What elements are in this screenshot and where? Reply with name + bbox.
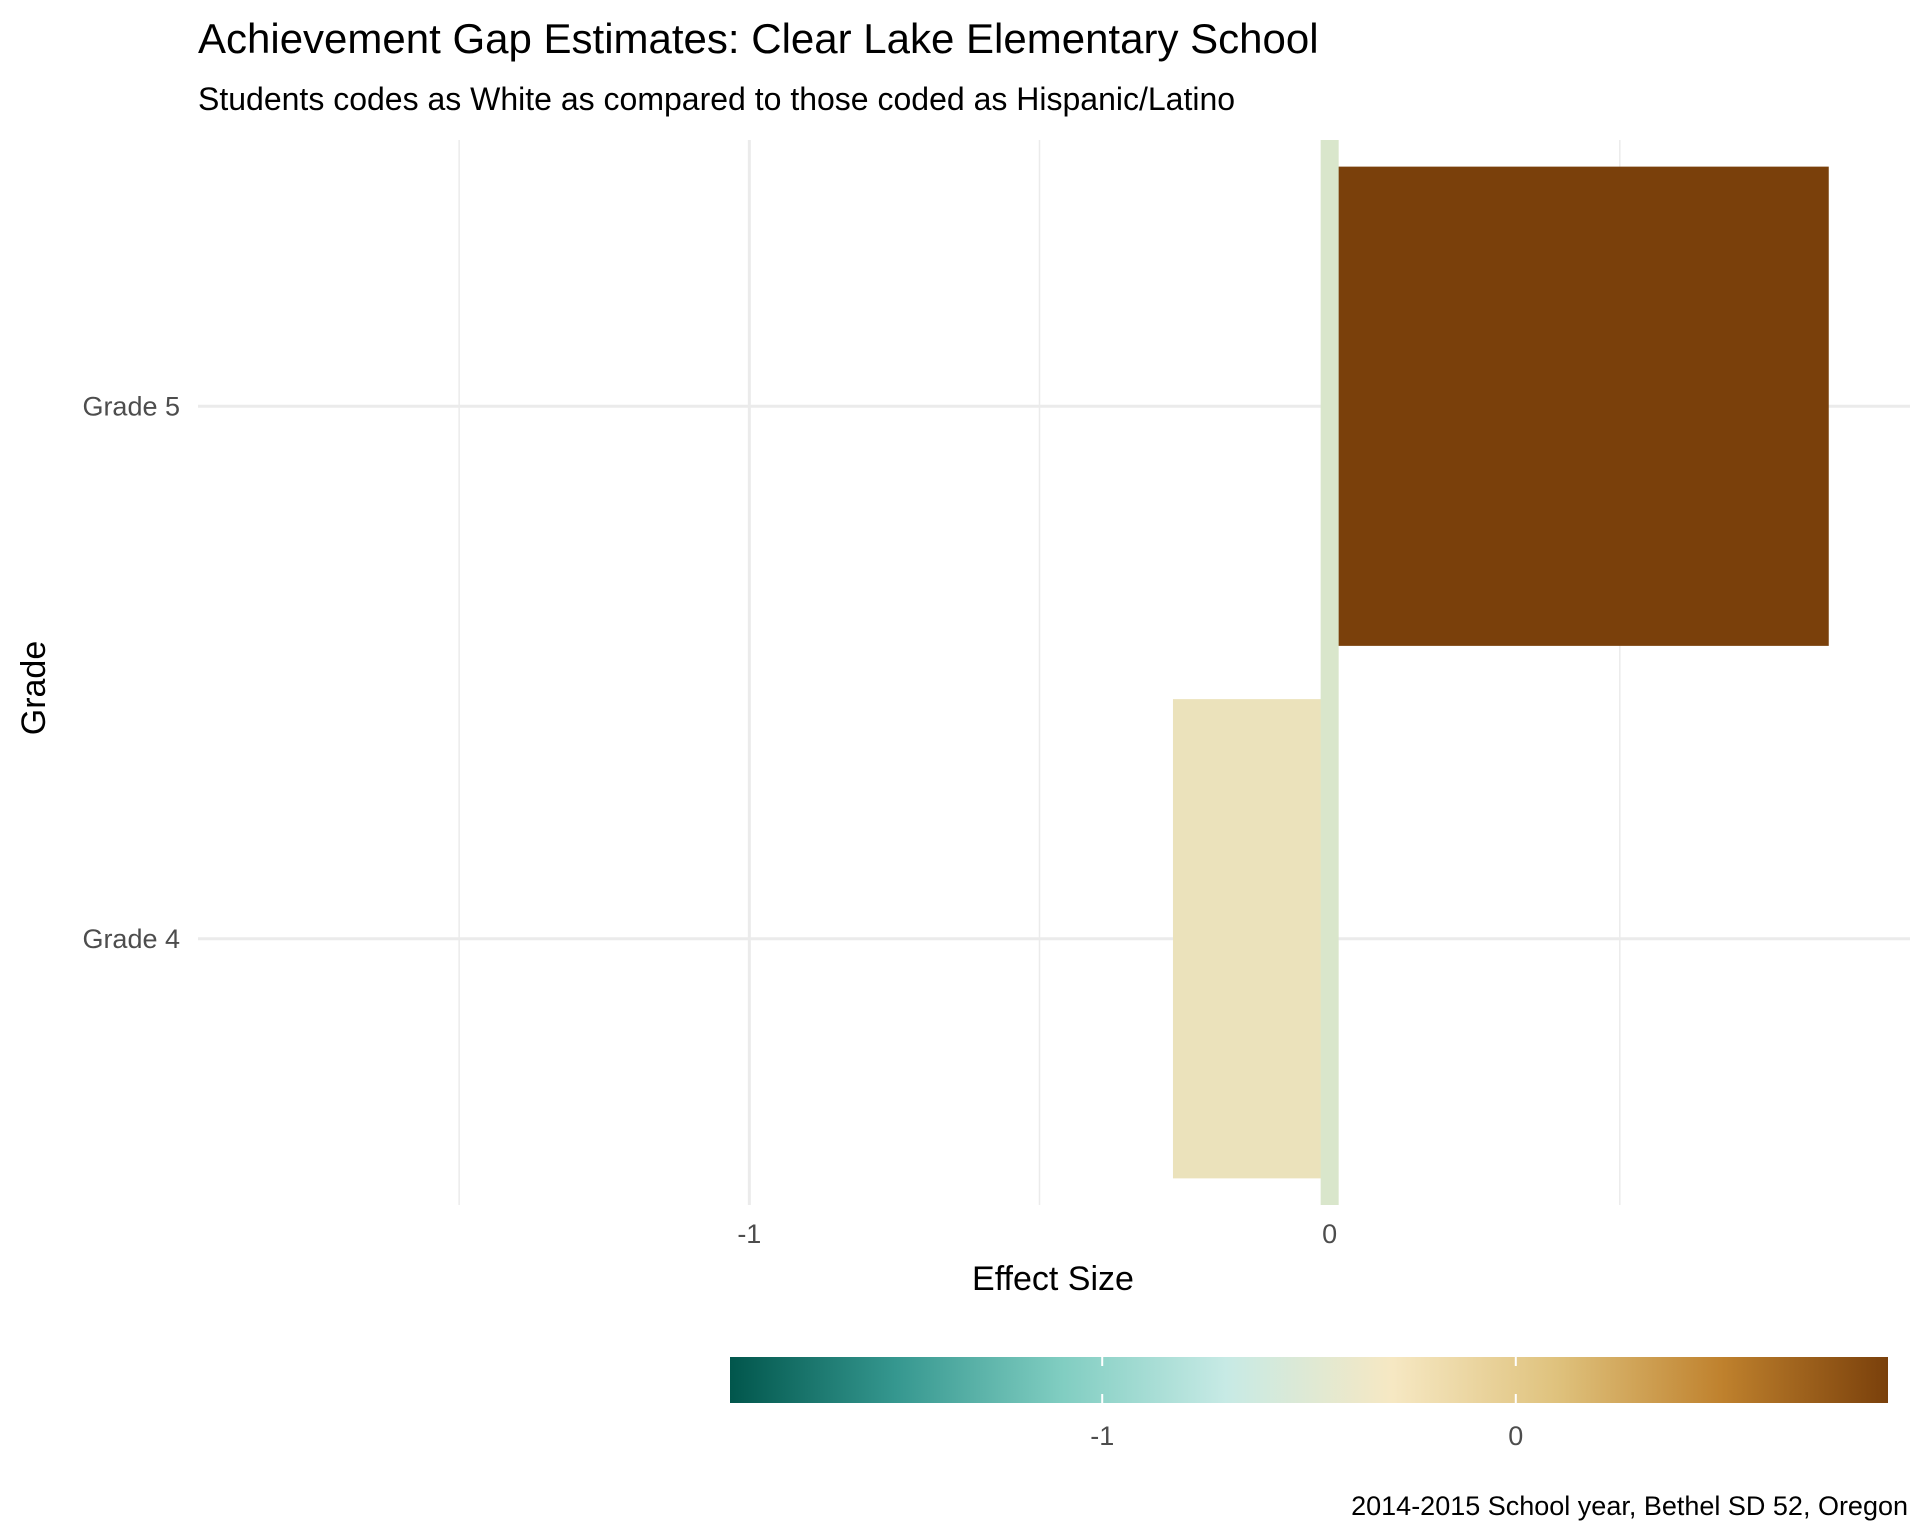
y-axis-title: Grade	[15, 641, 53, 736]
y-tick-labels: Grade 4 Grade 5	[82, 391, 180, 954]
reference-line-layer	[1320, 140, 1339, 1205]
y-tick-label: Grade 4	[82, 924, 180, 954]
bar-grade-4	[1172, 699, 1330, 1179]
colorbar-ticks: -1 0	[1090, 1357, 1523, 1451]
bar-grade-5	[1329, 166, 1829, 646]
colorbar-legend: -1 0	[730, 1357, 1888, 1451]
colorbar	[730, 1357, 1888, 1403]
x-axis-title: Effect Size	[972, 1260, 1134, 1298]
x-tick-labels: -1 0	[737, 1219, 1337, 1249]
x-tick-label: -1	[737, 1219, 761, 1249]
zero-reference-line	[1320, 140, 1339, 1205]
chart-caption: 2014-2015 School year, Bethel SD 52, Ore…	[1351, 1491, 1908, 1521]
x-tick-label: 0	[1322, 1219, 1337, 1249]
colorbar-tick-label: -1	[1090, 1421, 1114, 1451]
chart-subtitle: Students codes as White as compared to t…	[198, 81, 1235, 117]
chart-title: Achievement Gap Estimates: Clear Lake El…	[198, 15, 1319, 62]
colorbar-tick-label: 0	[1508, 1421, 1523, 1451]
y-tick-label: Grade 5	[82, 391, 180, 421]
bar-layer	[1172, 166, 1829, 1179]
